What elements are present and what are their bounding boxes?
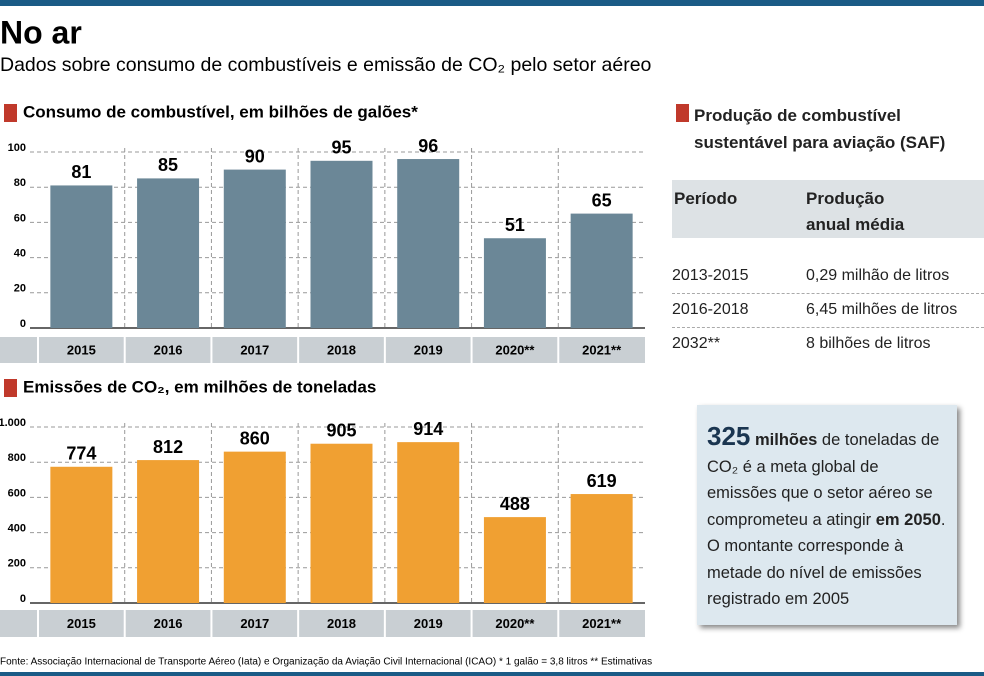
value-label: 619 [587, 471, 617, 491]
y-tick-label: 800 [8, 452, 26, 464]
cell: 2032** [672, 335, 721, 352]
bar [137, 460, 200, 603]
callout-unit: milhões [754, 431, 818, 449]
x-tick-label: 2019 [414, 342, 443, 357]
y-tick-label: 60 [14, 212, 26, 224]
callout-highlight: em 2050 [875, 510, 941, 529]
value-label: 488 [500, 494, 530, 514]
value-label: 51 [505, 215, 525, 235]
bar [137, 178, 200, 328]
page-title: No ar [0, 14, 82, 50]
chart-title: Emissões de CO₂, em milhões de toneladas [23, 377, 376, 396]
value-label: 905 [326, 420, 356, 440]
subtitle: Dados sobre consumo de combustíveis e em… [0, 54, 652, 76]
x-tick-label: 2020** [495, 342, 535, 357]
cell: 6,45 milhões de litros [806, 301, 958, 318]
value-label: 85 [158, 155, 178, 175]
chart-title: Consumo de combustível, em bilhões de ga… [23, 102, 418, 121]
callout: 325 milhões de toneladas de CO₂ é a meta… [697, 405, 957, 625]
value-label: 860 [240, 428, 270, 448]
table-header: Período Produção anual média [672, 180, 984, 238]
x-tick-label: 2020** [495, 616, 535, 631]
bar [310, 443, 373, 603]
bar [50, 466, 113, 603]
table-row: 2032** 8 bilhões de litros [672, 328, 984, 361]
y-tick-label: 100 [8, 142, 26, 154]
source: Fonte: Associação Internacional de Trans… [0, 657, 652, 668]
value-label: 812 [153, 437, 183, 457]
x-tick-label: 2017 [240, 342, 269, 357]
y-tick-label: 0 [20, 593, 26, 605]
header-cell: Produção anual média [806, 189, 905, 234]
bar [483, 517, 546, 603]
value-label: 774 [66, 444, 96, 464]
value-label: 81 [71, 162, 91, 182]
value-label: 65 [592, 190, 612, 210]
header-cell: Período [674, 189, 738, 208]
bar [483, 238, 546, 328]
saf-title-line: Produção de combustível [694, 106, 901, 125]
x-tick-label: 2021** [582, 616, 622, 631]
y-tick-label: 200 [8, 558, 26, 570]
bar [570, 494, 633, 603]
cell: 2016-2018 [672, 301, 749, 318]
bar [50, 185, 113, 328]
callout-text: de toneladas de CO₂ é a meta global de e… [707, 431, 940, 529]
cell: 8 bilhões de litros [806, 335, 931, 352]
bar [310, 160, 373, 328]
bar [570, 213, 633, 328]
cell: 2013-2015 [672, 267, 749, 284]
category-band [0, 610, 645, 637]
y-tick-label: 400 [8, 523, 26, 535]
y-tick-label: 40 [14, 248, 26, 260]
marker [4, 104, 17, 122]
callout-text: . O montante corresponde à metade do nív… [707, 510, 946, 609]
y-tick-label: 20 [14, 283, 26, 295]
x-tick-label: 2015 [67, 616, 96, 631]
table-row: 2013-2015 0,29 milhão de litros [672, 260, 984, 294]
x-tick-label: 2021** [582, 342, 622, 357]
x-tick-label: 2015 [67, 342, 96, 357]
bar [397, 159, 460, 328]
y-tick-label: 80 [14, 177, 26, 189]
x-tick-label: 2016 [154, 342, 183, 357]
x-tick-label: 2016 [154, 616, 183, 631]
value-label: 95 [331, 138, 351, 158]
cell: 0,29 milhão de litros [806, 267, 950, 284]
table-row: 2016-2018 6,45 milhões de litros [672, 294, 984, 328]
value-label: 96 [418, 136, 438, 156]
x-tick-label: 2019 [414, 616, 443, 631]
value-label: 90 [245, 146, 265, 166]
saf-title-line: sustentável para aviação (SAF) [694, 133, 946, 152]
bar [223, 451, 286, 603]
bottom-bar [0, 672, 984, 676]
x-tick-label: 2018 [327, 342, 356, 357]
y-tick-label: 1.000 [0, 417, 26, 429]
bar [397, 442, 460, 603]
x-tick-label: 2018 [327, 616, 356, 631]
marker [676, 104, 689, 122]
marker [4, 379, 17, 397]
bar [223, 169, 286, 328]
y-tick-label: 0 [20, 318, 26, 330]
saf-title: Produção de combustível sustentável para… [694, 102, 945, 156]
value-label: 914 [413, 419, 443, 439]
y-tick-label: 600 [8, 487, 26, 499]
category-band [0, 337, 645, 363]
x-tick-label: 2017 [240, 616, 269, 631]
top-bar [0, 0, 984, 6]
callout-number: 325 [707, 421, 751, 451]
